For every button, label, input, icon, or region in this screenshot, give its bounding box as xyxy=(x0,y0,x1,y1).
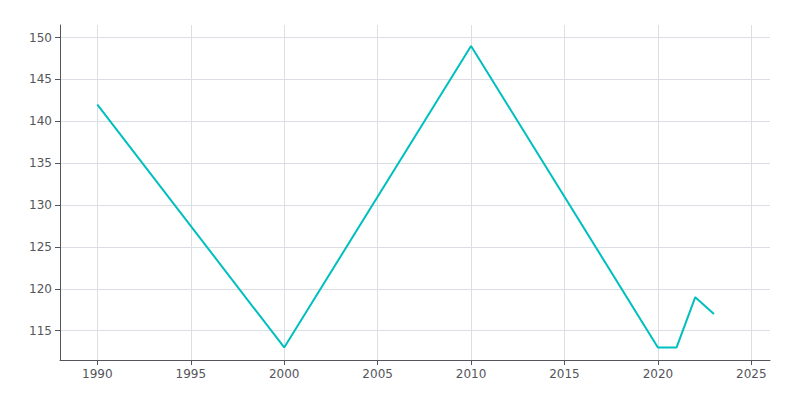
svg-text:1995: 1995 xyxy=(176,367,207,381)
svg-text:2005: 2005 xyxy=(362,367,393,381)
svg-text:125: 125 xyxy=(29,240,52,254)
svg-text:2020: 2020 xyxy=(643,367,674,381)
svg-text:140: 140 xyxy=(29,114,52,128)
svg-text:2010: 2010 xyxy=(456,367,487,381)
svg-text:115: 115 xyxy=(29,324,52,338)
svg-text:2015: 2015 xyxy=(549,367,580,381)
svg-text:120: 120 xyxy=(29,282,52,296)
svg-text:2000: 2000 xyxy=(269,367,300,381)
svg-text:145: 145 xyxy=(29,72,52,86)
svg-text:2025: 2025 xyxy=(736,367,767,381)
svg-text:130: 130 xyxy=(29,198,52,212)
svg-text:1990: 1990 xyxy=(82,367,113,381)
svg-text:135: 135 xyxy=(29,156,52,170)
svg-text:150: 150 xyxy=(29,31,52,45)
